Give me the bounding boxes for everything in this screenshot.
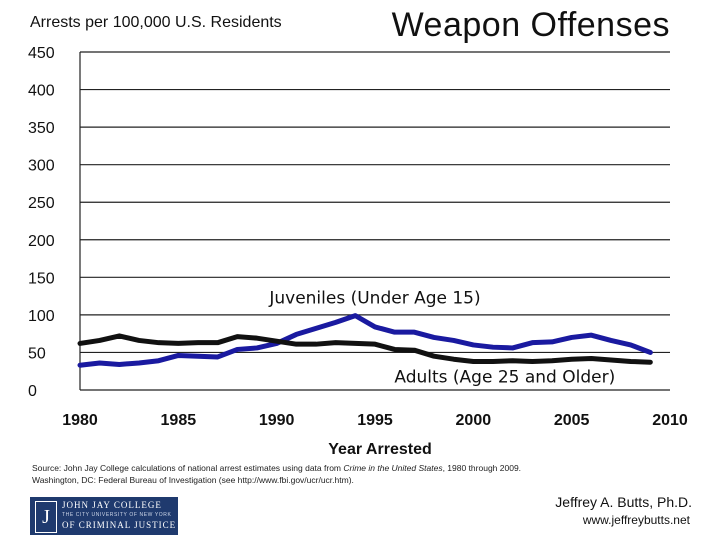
source-text-2: , 1980 through 2009.	[442, 463, 522, 473]
y-tick-label: 100	[28, 308, 55, 325]
x-axis-ticks: 1980 1985 1990 1995 2000 2005 2010	[62, 412, 688, 429]
logo-name-line1: JOHN JAY COLLEGE	[62, 500, 162, 510]
author-name: Jeffrey A. Butts, Ph.D.	[555, 494, 692, 510]
y-tick-label: 50	[28, 345, 46, 362]
y-tick-label: 400	[28, 83, 55, 100]
logo-name-line2: OF CRIMINAL JUSTICE	[62, 520, 177, 530]
x-tick-label: 2010	[652, 412, 688, 429]
y-tick-label: 0	[28, 383, 37, 400]
annotation-label: Juveniles (Under Age 15)	[268, 289, 480, 309]
source-text-1: Source: John Jay College calculations of…	[32, 463, 344, 473]
logo-mark: J	[35, 501, 57, 533]
x-axis-title: Year Arrested	[328, 441, 431, 458]
y-tick-label: 450	[28, 45, 55, 62]
y-tick-label: 300	[28, 158, 55, 175]
y-tick-label: 350	[28, 120, 55, 137]
source-text-3: Washington, DC: Federal Bureau of Invest…	[32, 475, 354, 485]
source-note: Source: John Jay College calculations of…	[32, 462, 632, 486]
chart-title: Weapon Offenses	[391, 6, 670, 44]
series-line-0	[77, 313, 653, 368]
y-tick-label: 150	[28, 270, 55, 287]
annotations: Juveniles (Under Age 15) Adults (Age 25 a…	[268, 289, 615, 388]
y-axis-ticks: 0 50 100 150 200 250 300 350 400 450	[28, 45, 55, 400]
x-tick-label: 1980	[62, 412, 98, 429]
john-jay-college-logo: J JOHN JAY COLLEGE THE CITY UNIVERSITY O…	[30, 497, 178, 535]
x-tick-label: 2000	[456, 412, 492, 429]
x-tick-label: 1990	[259, 412, 295, 429]
source-publication: Crime in the United States	[343, 463, 443, 473]
logo-name-sub: THE CITY UNIVERSITY OF NEW YORK	[62, 512, 172, 518]
x-tick-label: 2005	[554, 412, 590, 429]
series-lines	[77, 313, 653, 368]
annotation-label: Adults (Age 25 and Older)	[394, 367, 615, 387]
author-website: www.jeffreybutts.net	[582, 513, 690, 527]
x-tick-label: 1985	[161, 412, 197, 429]
y-axis-units-label: Arrests per 100,000 U.S. Residents	[30, 14, 282, 31]
x-tick-label: 1995	[357, 412, 393, 429]
series-line-1	[77, 333, 653, 365]
gridlines	[79, 51, 670, 391]
y-tick-label: 250	[28, 195, 55, 212]
y-tick-label: 200	[28, 233, 55, 250]
